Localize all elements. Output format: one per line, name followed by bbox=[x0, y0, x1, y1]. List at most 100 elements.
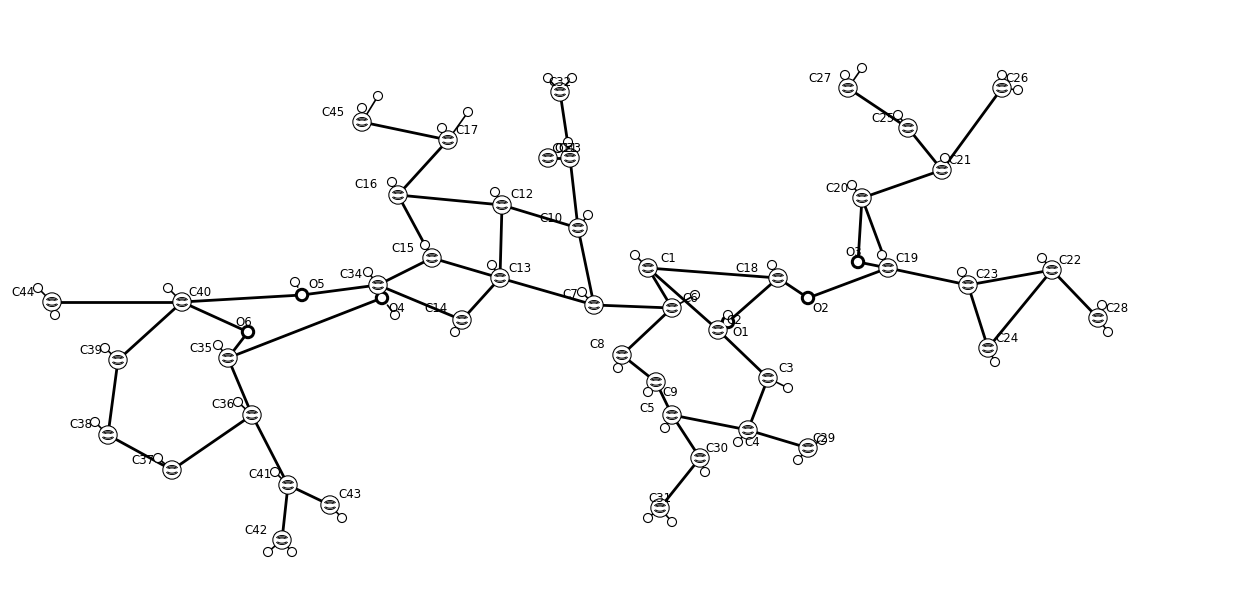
Text: C17: C17 bbox=[455, 124, 479, 137]
Circle shape bbox=[244, 407, 260, 423]
Circle shape bbox=[647, 373, 665, 391]
Circle shape bbox=[957, 267, 966, 276]
Circle shape bbox=[219, 350, 236, 366]
Circle shape bbox=[110, 352, 126, 368]
Circle shape bbox=[651, 499, 670, 517]
Circle shape bbox=[739, 421, 756, 439]
Circle shape bbox=[539, 149, 557, 167]
Text: C2: C2 bbox=[725, 314, 742, 327]
Circle shape bbox=[667, 517, 677, 526]
Circle shape bbox=[560, 149, 579, 167]
Circle shape bbox=[109, 351, 126, 369]
Circle shape bbox=[997, 71, 1007, 80]
Text: C20: C20 bbox=[825, 182, 848, 194]
Circle shape bbox=[665, 407, 680, 423]
Circle shape bbox=[770, 270, 786, 286]
Circle shape bbox=[492, 270, 508, 286]
Circle shape bbox=[562, 150, 578, 166]
Circle shape bbox=[43, 293, 61, 311]
Text: O4: O4 bbox=[388, 302, 404, 314]
Circle shape bbox=[900, 120, 916, 136]
Text: O2: O2 bbox=[812, 302, 828, 314]
Circle shape bbox=[839, 79, 857, 97]
Circle shape bbox=[569, 219, 587, 237]
Text: C44: C44 bbox=[11, 286, 35, 299]
Circle shape bbox=[1043, 261, 1061, 279]
Text: C10: C10 bbox=[539, 211, 562, 225]
Text: C35: C35 bbox=[188, 342, 212, 355]
Text: C28: C28 bbox=[1105, 302, 1128, 314]
Circle shape bbox=[51, 311, 60, 320]
Text: C39: C39 bbox=[79, 343, 102, 356]
Circle shape bbox=[438, 124, 446, 132]
Circle shape bbox=[799, 439, 817, 457]
Circle shape bbox=[273, 531, 291, 549]
Circle shape bbox=[568, 74, 577, 83]
Circle shape bbox=[280, 477, 296, 493]
Circle shape bbox=[357, 103, 367, 112]
Text: C7: C7 bbox=[562, 289, 578, 302]
Circle shape bbox=[391, 311, 399, 320]
Circle shape bbox=[858, 64, 867, 72]
Circle shape bbox=[99, 426, 117, 444]
Circle shape bbox=[652, 500, 668, 516]
Text: O3: O3 bbox=[846, 245, 862, 258]
Circle shape bbox=[722, 315, 734, 328]
Circle shape bbox=[242, 326, 254, 339]
Circle shape bbox=[768, 261, 776, 270]
Circle shape bbox=[800, 440, 816, 456]
Circle shape bbox=[387, 178, 397, 187]
Circle shape bbox=[244, 328, 252, 336]
Text: C4: C4 bbox=[744, 435, 760, 448]
Circle shape bbox=[584, 210, 593, 220]
Circle shape bbox=[491, 269, 508, 287]
Circle shape bbox=[879, 259, 897, 277]
Circle shape bbox=[769, 269, 787, 287]
Text: C16: C16 bbox=[355, 179, 378, 191]
Circle shape bbox=[164, 462, 180, 478]
Circle shape bbox=[585, 296, 603, 314]
Text: C31: C31 bbox=[649, 491, 671, 504]
Circle shape bbox=[1089, 309, 1107, 327]
Circle shape bbox=[880, 260, 897, 276]
Circle shape bbox=[450, 327, 460, 336]
Circle shape bbox=[991, 358, 999, 366]
Circle shape bbox=[934, 162, 950, 178]
Text: O5: O5 bbox=[308, 279, 325, 292]
Text: C29: C29 bbox=[812, 431, 836, 444]
Circle shape bbox=[337, 513, 346, 523]
Text: C18: C18 bbox=[735, 261, 758, 274]
Circle shape bbox=[420, 241, 429, 249]
Circle shape bbox=[494, 197, 510, 213]
Text: C34: C34 bbox=[339, 268, 362, 282]
Circle shape bbox=[174, 293, 191, 311]
Circle shape bbox=[274, 532, 290, 548]
Circle shape bbox=[960, 277, 976, 293]
Circle shape bbox=[1090, 310, 1106, 326]
Text: C6: C6 bbox=[682, 292, 698, 305]
Circle shape bbox=[100, 427, 115, 443]
Circle shape bbox=[993, 79, 1011, 97]
Circle shape bbox=[164, 283, 172, 292]
Circle shape bbox=[801, 292, 815, 305]
Circle shape bbox=[553, 144, 563, 153]
Circle shape bbox=[290, 277, 300, 286]
Circle shape bbox=[279, 476, 298, 494]
Circle shape bbox=[932, 161, 951, 179]
Text: C38: C38 bbox=[69, 419, 92, 431]
Text: C8: C8 bbox=[589, 339, 605, 352]
Text: C40: C40 bbox=[188, 286, 211, 299]
Circle shape bbox=[295, 289, 309, 302]
Circle shape bbox=[878, 251, 887, 260]
Circle shape bbox=[213, 340, 222, 349]
Circle shape bbox=[423, 249, 441, 267]
Circle shape bbox=[100, 343, 109, 352]
Text: C22: C22 bbox=[1058, 254, 1081, 267]
Circle shape bbox=[994, 80, 1009, 96]
Text: C21: C21 bbox=[949, 153, 971, 166]
Circle shape bbox=[491, 188, 500, 197]
Circle shape bbox=[299, 292, 305, 298]
Circle shape bbox=[370, 276, 387, 294]
Circle shape bbox=[1044, 262, 1060, 278]
Circle shape bbox=[759, 369, 777, 387]
